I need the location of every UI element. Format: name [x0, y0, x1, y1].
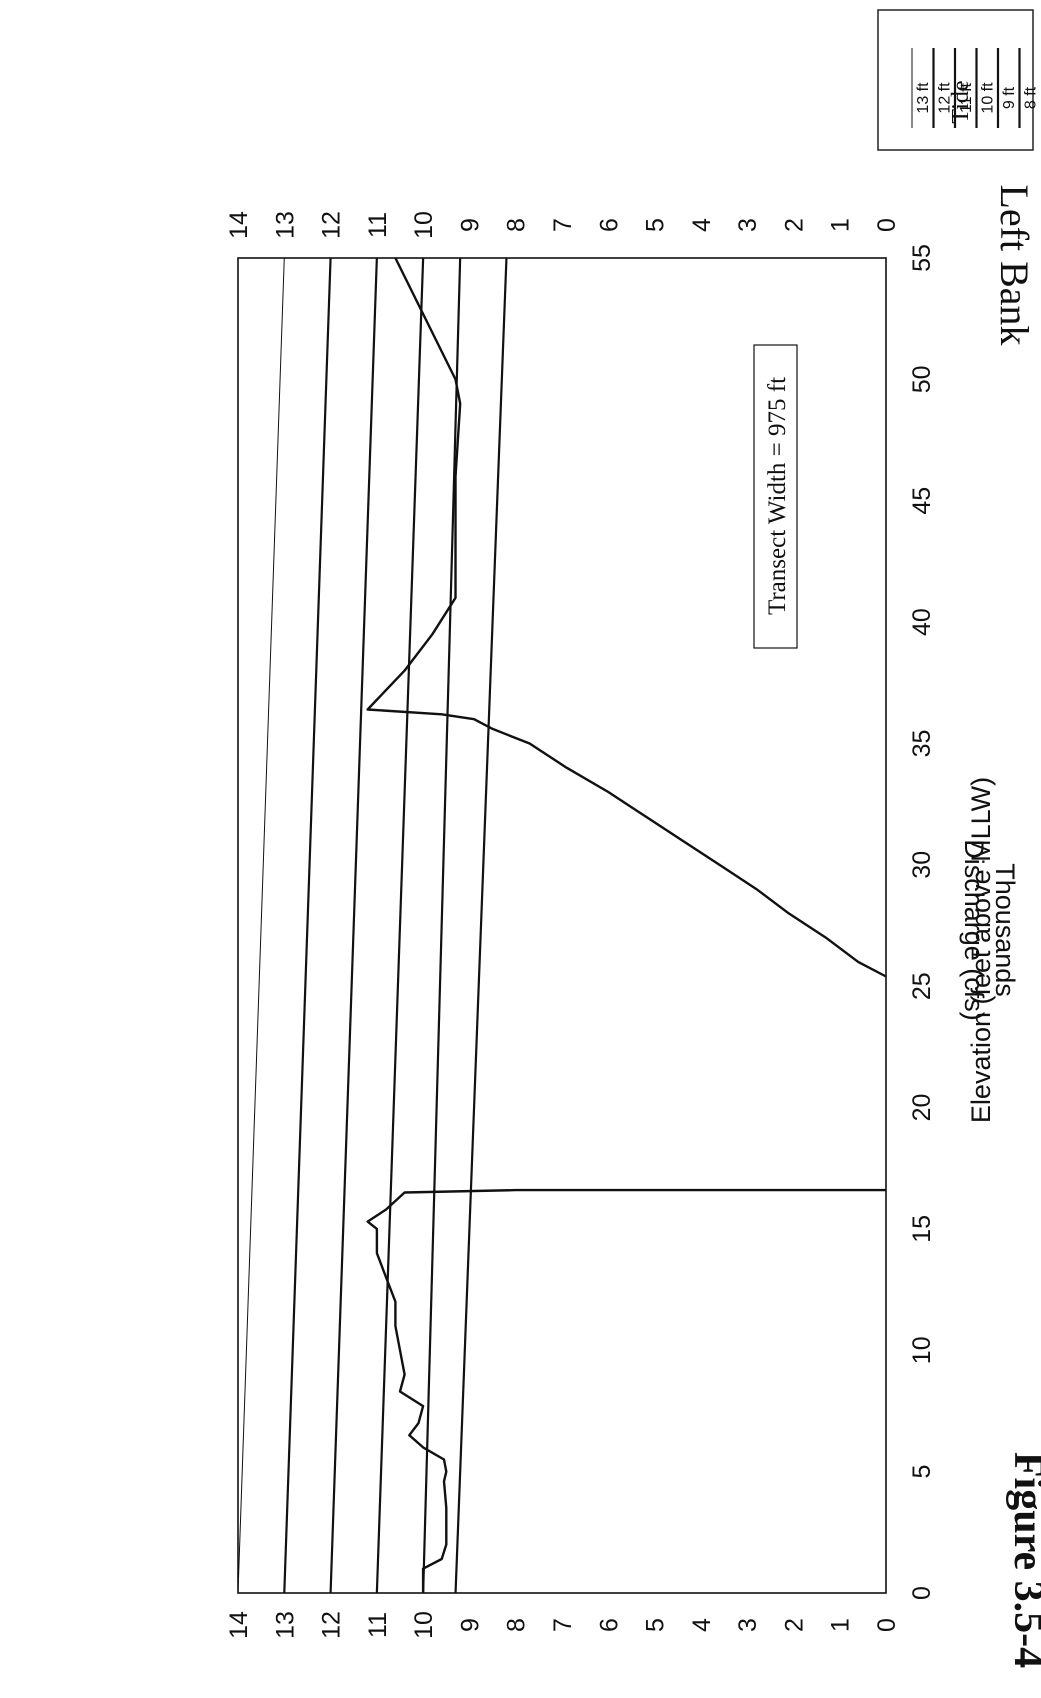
y-tick-label-right: 2: [780, 218, 808, 232]
figure-caption: Figure 3.5-4: [1005, 1452, 1041, 1668]
tide-line-10-ft: [375, 257, 425, 1594]
y-tick-label-left: 4: [688, 1618, 716, 1632]
x-tick-label: 45: [908, 487, 936, 515]
y-tick-label-right: 7: [549, 218, 577, 232]
y-tick-label-right: 11: [364, 212, 392, 238]
y-tick-label-left: 8: [503, 1618, 531, 1632]
legend-label: 9 ft: [1001, 86, 1018, 109]
tide-lines: [237, 257, 508, 1594]
legend-entries: 13 ft 12 ft 11 ft 10 ft 9 ft 8 ft: [911, 48, 1040, 128]
tide-line-8-ft: [454, 257, 508, 1594]
legend-label: 8 ft: [1023, 86, 1040, 109]
discharge-series-2: [366, 257, 887, 978]
y-tick-label-right: 10: [410, 211, 438, 239]
tide-line-12-ft: [283, 257, 332, 1594]
y-tick-label-left: 2: [780, 1618, 808, 1632]
y-axis-title: Elevation (feet above MLLW): [966, 777, 996, 1123]
annotation-box: [753, 344, 798, 649]
y-tick-label-left: 1: [827, 1618, 855, 1632]
y-tick-label-left: 12: [318, 1611, 346, 1639]
y-tick-label-left: 13: [271, 1611, 299, 1639]
plot-area: Transect Width = 975 ft: [237, 257, 887, 1594]
y-tick-label-left: 7: [549, 1618, 577, 1632]
y-tick-label-left: 3: [734, 1618, 762, 1632]
x-tick-label: 15: [908, 1215, 936, 1243]
x-axis-title: Discharge (cfs): [959, 839, 989, 1021]
y-tick-label-right: 13: [271, 211, 299, 239]
x-tick-label: 35: [908, 730, 936, 758]
y-tick-label-left: 14: [225, 1611, 253, 1639]
x-tick-label: 30: [908, 851, 936, 879]
y-tick-label-left: 6: [595, 1618, 623, 1632]
legend-title: Tide: [948, 80, 974, 123]
y-tick-label-left: 10: [410, 1611, 438, 1639]
legend-label: 13 ft: [915, 82, 932, 114]
legend: Tide 13 ft 12 ft 11 ft 10 ft 9 ft 8 ft: [877, 9, 1040, 151]
x-tick-label: 0: [908, 1586, 936, 1600]
x-tick-label: 25: [908, 972, 936, 1000]
y-tick-label-right: 6: [595, 218, 623, 232]
x-axis-unit: Thousands: [990, 863, 1020, 997]
series-group: [366, 257, 887, 1593]
x-tick-labels: 0 5 10 15 20 25 30 35 40 45 50 55: [908, 244, 936, 1600]
y-tick-label-right: 8: [503, 218, 531, 232]
legend-label: 12 ft: [937, 82, 954, 114]
y-tick-label-left: 0: [873, 1618, 901, 1632]
legend-frame: [877, 9, 1034, 151]
y-tick-label-right: 14: [225, 211, 253, 239]
y-tick-label-left: 5: [642, 1618, 670, 1632]
y-tick-label-right: 3: [734, 218, 762, 232]
y-tick-label-right: 0: [873, 218, 901, 232]
y-tick-label-left: 9: [456, 1618, 484, 1632]
tide-line-13-ft: [237, 257, 285, 1594]
x-tick-label: 55: [908, 244, 936, 272]
tide-line-11-ft: [329, 257, 378, 1594]
y-tick-label-right: 12: [318, 211, 346, 239]
discharge-series-1: [366, 1188, 886, 1593]
bank-label: Left Bank: [992, 184, 1037, 345]
legend-label: 11 ft: [958, 82, 975, 113]
x-tick-label: 5: [908, 1465, 936, 1479]
y-tick-label-right: 4: [688, 218, 716, 232]
tide-line-9-ft: [422, 257, 462, 1594]
y-tick-label-right: 9: [456, 218, 484, 232]
x-tick-label: 20: [908, 1094, 936, 1122]
y-tick-label-right: 1: [827, 218, 855, 232]
y-tick-label-right: 5: [642, 218, 670, 232]
x-tick-label: 40: [908, 608, 936, 636]
plot-frame: [237, 257, 887, 1594]
x-tick-label: 10: [908, 1336, 936, 1364]
y-tick-label-left: 11: [364, 1612, 392, 1638]
annotation-text: Transect Width = 975 ft: [764, 377, 791, 615]
x-tick-label: 50: [908, 365, 936, 393]
legend-label: 10 ft: [980, 82, 997, 114]
